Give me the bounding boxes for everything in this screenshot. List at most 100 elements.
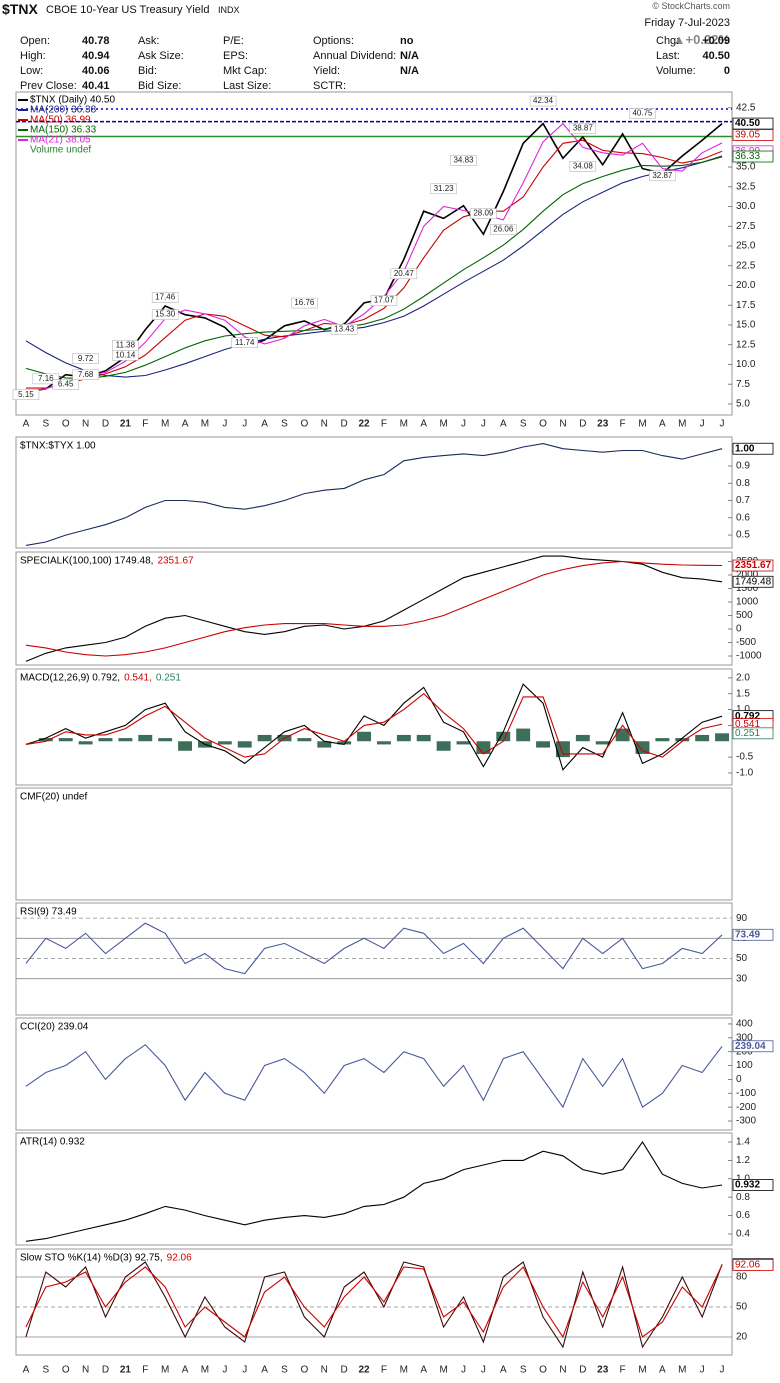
annotation-label: 34.08 (573, 161, 594, 170)
field-label: Options: (313, 35, 354, 47)
annotation-box (12, 389, 40, 401)
last-value-label: 0.932 (735, 1180, 760, 1191)
x-tick-label: A (261, 1365, 268, 1376)
y-tick-label: -500 (736, 637, 756, 648)
histogram-bar (496, 731, 511, 742)
annotation-label: 17.46 (155, 293, 176, 302)
x-tick-label: A (420, 419, 427, 430)
y-tick-label: 1500 (736, 583, 759, 594)
x-tick-label: M (439, 1365, 447, 1376)
x-tick-label: J (700, 1365, 705, 1376)
x-tick-label: 21 (120, 1365, 132, 1376)
last-value-box (732, 150, 774, 163)
last-value-label: 39.05 (735, 130, 760, 141)
field-value: 0 (723, 65, 730, 77)
legend-label: MA(200) 36.38 (30, 105, 97, 116)
field-label: High: (20, 50, 46, 62)
x-tick-label: A (659, 1365, 666, 1376)
legend-label: $TNX (Daily) 40.50 (30, 95, 115, 106)
annotation-label: 11.74 (235, 338, 255, 347)
legend-label: Volume undef (30, 145, 91, 156)
annotation-box (569, 123, 597, 134)
last-value-box (732, 117, 774, 130)
panel-title: SPECIALK(100,100) 1749.48, (20, 556, 153, 567)
last-value-label: 0.541 (735, 719, 760, 730)
field-value: N/A (400, 65, 419, 77)
y-tick-label: 22.5 (736, 260, 756, 271)
annotation-box (151, 292, 179, 303)
last-value-box (732, 559, 774, 572)
panel-frame (15, 91, 733, 416)
field-value: 40.94 (82, 50, 110, 62)
y-tick-label: 0.8 (736, 478, 750, 489)
annotation-label: 34.83 (453, 155, 474, 164)
y-tick-label: 30.0 (736, 201, 756, 212)
x-tick-label: O (62, 419, 70, 430)
histogram-bar (78, 741, 93, 745)
panel-frame (15, 902, 733, 1016)
x-tick-label: M (678, 1365, 686, 1376)
security-name: CBOE 10-Year US Treasury Yield (46, 4, 210, 16)
histogram-bar (476, 741, 491, 754)
last-value-box (732, 1179, 774, 1191)
annotation-box (529, 95, 557, 107)
last-value-box (732, 442, 774, 455)
histogram-bar (536, 741, 551, 748)
histogram-bar (516, 728, 531, 742)
annotation-label: 15.30 (155, 310, 176, 319)
x-tick-label: A (23, 419, 30, 430)
histogram-bar (615, 728, 630, 742)
x-tick-label: O (300, 1365, 308, 1376)
field-value: +0.09 (702, 35, 730, 47)
series-line (25, 1044, 723, 1109)
y-tick-label: 0.6 (736, 512, 750, 523)
annotation-box (231, 337, 258, 348)
last-value-box (732, 1259, 774, 1271)
y-tick-label: 15.0 (736, 320, 756, 331)
y-tick-label: 35.0 (736, 162, 756, 173)
y-tick-label: 0.4 (736, 1229, 750, 1240)
field-label: Ask: (138, 35, 160, 47)
x-tick-label: M (400, 419, 408, 430)
legend-label: MA(50) 36.99 (30, 115, 91, 126)
y-tick-label: 10.0 (736, 359, 756, 370)
x-tick-label: A (261, 419, 268, 430)
y-tick-label: 400 (736, 1019, 753, 1030)
last-value-label: 0.251 (735, 728, 760, 739)
panel-title: 0.251 (156, 673, 181, 684)
field-label: Ask Size: (138, 50, 184, 62)
y-tick-label: 90 (736, 913, 748, 924)
histogram-bar (257, 734, 272, 742)
last-value-label: 1749.48 (735, 576, 772, 587)
panel-title: CMF(20) undef (20, 792, 87, 803)
panel-title: 0.541, (124, 673, 152, 684)
logo: © StockCharts.com (652, 1, 730, 11)
x-tick-label: D (579, 419, 586, 430)
x-tick-label: F (620, 419, 626, 430)
annotation-box (370, 295, 398, 306)
x-tick-label: N (82, 1365, 89, 1376)
y-tick-label: 12.5 (736, 339, 756, 350)
annotation-label: 42.34 (533, 96, 554, 105)
x-tick-label: 21 (120, 419, 132, 430)
x-tick-label: J (242, 419, 247, 430)
exchange: INDX (218, 5, 240, 15)
annotation-box (649, 170, 676, 182)
histogram-bar (715, 733, 730, 742)
histogram-bar (456, 741, 471, 745)
panel-title: MACD(12,26,9) 0.792, (20, 673, 120, 684)
y-tick-label: 0.6 (736, 1210, 750, 1221)
y-tick-label: 300 (736, 1032, 753, 1043)
series-line (25, 443, 723, 546)
y-tick-label: 1.5 (736, 688, 750, 699)
field-label: Chg: (656, 35, 680, 47)
y-tick-label: 20.0 (736, 280, 756, 291)
x-tick-label: M (638, 1365, 646, 1376)
panel-frame (15, 1132, 733, 1246)
y-tick-label: 42.5 (736, 102, 756, 113)
field-label: Volume: (656, 65, 696, 77)
annotation-label: 9.72 (78, 354, 94, 363)
x-tick-label: S (520, 419, 527, 430)
annotation-box (291, 297, 318, 309)
